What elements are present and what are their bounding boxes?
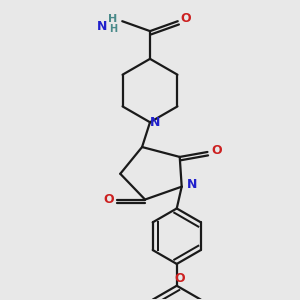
Text: O: O xyxy=(103,193,114,206)
Text: N: N xyxy=(186,178,197,191)
Text: N: N xyxy=(97,20,108,33)
Text: O: O xyxy=(180,12,191,25)
Text: O: O xyxy=(211,143,222,157)
Text: H: H xyxy=(109,24,117,34)
Text: O: O xyxy=(174,272,185,285)
Text: N: N xyxy=(150,116,160,129)
Text: H: H xyxy=(108,14,117,24)
